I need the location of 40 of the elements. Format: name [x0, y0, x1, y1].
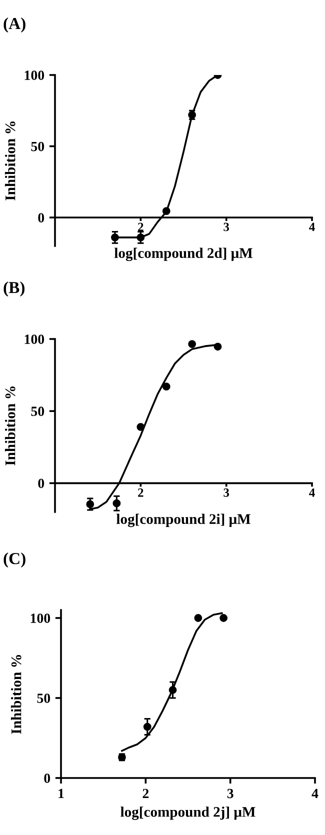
point: [168, 686, 177, 694]
x-tick-label: 2: [142, 788, 149, 798]
x-tick-label: 4: [312, 788, 318, 798]
chart-title: (B): [4, 281, 24, 297]
x-axis-title: log[compound 2d] μM: [114, 248, 252, 262]
x-tick-label: 3: [224, 488, 230, 497]
x-axis-title: log[compound 2i] μM: [116, 514, 250, 528]
y-tick-label: 100: [30, 614, 50, 623]
point: [143, 722, 152, 731]
y-tick-label: 50: [31, 142, 44, 152]
point: [220, 614, 228, 622]
x-tick-label: 1: [58, 788, 64, 798]
x-axis-title: log[compound 2j] μM: [120, 806, 256, 820]
point: [136, 234, 145, 242]
point: [112, 499, 121, 508]
point: [188, 340, 196, 348]
point: [214, 342, 222, 351]
y-tick-label: 0: [44, 774, 50, 783]
chart-title: (A): [4, 17, 26, 33]
x-tick-label: 3: [227, 788, 234, 798]
y-tick-label: 50: [37, 694, 50, 703]
point: [162, 382, 170, 391]
x-tick-label: 3: [224, 222, 230, 232]
x-tick-label: 4: [309, 488, 315, 497]
y-axis-title: Inhibition %: [4, 386, 16, 466]
point: [111, 234, 119, 242]
y-axis-title: Inhibition %: [4, 122, 16, 200]
y-tick-label: 100: [24, 334, 44, 344]
y-tick-label: 50: [31, 406, 44, 416]
y-tick-label: 100: [24, 70, 44, 80]
x-tick-label: 2: [138, 488, 144, 497]
y-axis-title: Inhibition %: [10, 655, 22, 734]
y-tick-label: 0: [38, 213, 44, 222]
x-tick-label: 2: [138, 222, 144, 232]
chart-title: (C): [4, 552, 26, 568]
point: [162, 207, 170, 216]
y-tick-label: 0: [38, 478, 44, 488]
point: [194, 614, 202, 622]
point: [136, 422, 145, 431]
x-tick-label: 4: [309, 222, 315, 232]
